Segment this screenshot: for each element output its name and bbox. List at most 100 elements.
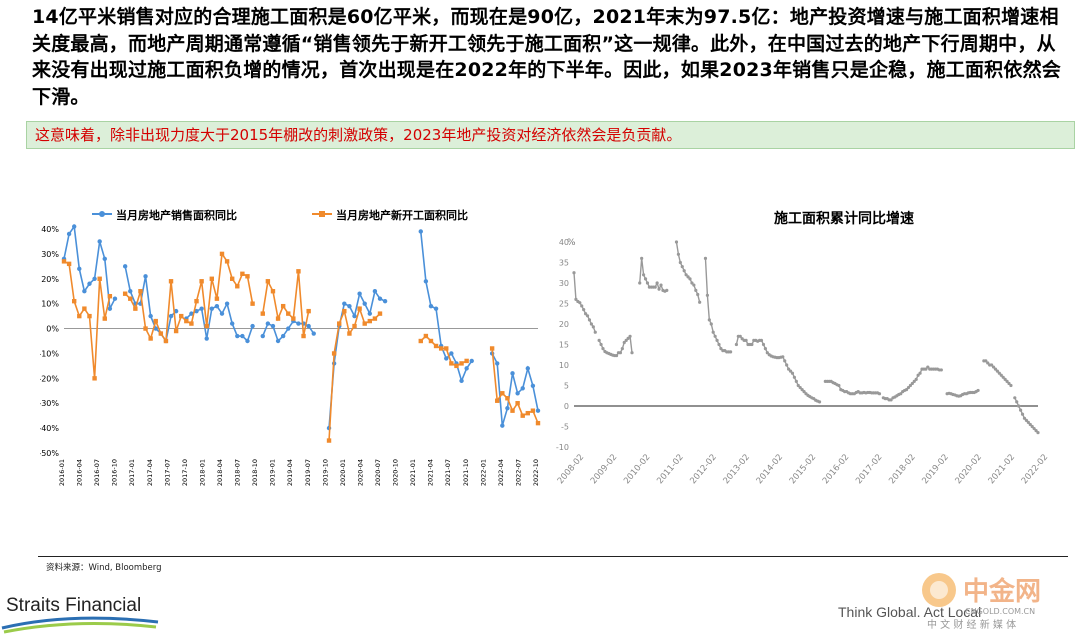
x-tick-label: 2013-02	[722, 453, 752, 487]
data-point	[505, 396, 510, 401]
data-point	[444, 346, 449, 351]
x-tick-label: 2021-01	[409, 459, 417, 486]
x-tick-label: 2020-04	[356, 459, 364, 486]
data-point	[520, 386, 525, 391]
x-tick-label: 2020-10	[392, 459, 400, 486]
data-point	[585, 314, 590, 318]
data-point	[597, 338, 601, 342]
data-point	[128, 296, 133, 301]
data-point	[802, 390, 806, 394]
data-point	[614, 353, 619, 358]
data-point	[204, 323, 209, 329]
y-tick-label: -20%	[40, 374, 59, 383]
data-point	[515, 401, 520, 406]
data-point	[580, 304, 584, 308]
data-point	[209, 276, 215, 281]
data-point	[245, 338, 250, 344]
series-line-1	[491, 353, 539, 426]
data-point	[817, 400, 822, 404]
data-point	[469, 358, 474, 364]
data-point	[717, 342, 721, 347]
data-point	[219, 311, 225, 316]
series-line-2	[420, 334, 467, 367]
data-point	[357, 306, 362, 311]
data-point	[916, 373, 920, 377]
watermark-domain: CNGOLD.COM.CN	[965, 607, 1035, 616]
watermark-logo: 中金网 CNGOLD.COM.CN 中 文 财 经 新 媒 体	[922, 573, 1041, 631]
y-tick-label: 10	[559, 361, 569, 370]
data-point	[759, 338, 764, 342]
data-point	[311, 331, 316, 336]
data-point	[138, 289, 143, 294]
data-point	[464, 366, 469, 371]
data-point	[229, 276, 235, 281]
data-point	[995, 369, 999, 373]
data-point	[240, 271, 245, 276]
x-tick-label: 2019-02	[920, 453, 950, 487]
data-point	[535, 408, 541, 413]
data-point	[761, 342, 766, 347]
data-point	[423, 279, 429, 284]
data-point	[599, 342, 603, 347]
data-point	[657, 287, 661, 291]
watermark-slogan: 中 文 财 经 新 媒 体	[927, 618, 1016, 631]
data-point	[719, 347, 723, 351]
data-point	[102, 256, 107, 262]
data-point	[377, 296, 383, 301]
data-point	[449, 361, 454, 366]
data-point	[423, 333, 429, 339]
data-point	[112, 296, 118, 301]
chart1-series	[61, 224, 541, 443]
data-point	[286, 311, 291, 316]
data-point	[698, 300, 702, 304]
data-point	[61, 259, 67, 264]
data-point	[92, 376, 97, 381]
data-point	[705, 293, 709, 297]
series-line-2	[491, 348, 539, 424]
data-point	[260, 311, 265, 316]
data-point	[97, 239, 102, 244]
data-point	[444, 356, 449, 361]
y-tick-label: 40%	[41, 225, 59, 234]
data-point	[337, 321, 342, 326]
data-point	[296, 321, 301, 326]
data-point	[1007, 381, 1011, 386]
data-point	[787, 367, 791, 371]
data-point	[711, 330, 715, 334]
data-point	[530, 383, 536, 388]
data-point	[495, 361, 500, 366]
data-point	[703, 256, 708, 260]
data-point	[715, 338, 719, 342]
data-point	[82, 306, 87, 311]
x-tick-label: 2019-07	[304, 459, 312, 486]
series-line-1	[63, 224, 116, 312]
data-point	[591, 325, 595, 329]
data-point	[1001, 375, 1005, 379]
data-point	[674, 240, 679, 244]
data-point	[224, 259, 230, 264]
data-point	[66, 261, 72, 267]
x-tick-label: 2016-01	[58, 459, 66, 486]
x-tick-label: 2016-02	[821, 453, 851, 487]
data-point	[214, 303, 220, 309]
data-point	[1017, 404, 1021, 408]
data-point	[367, 318, 373, 324]
data-point	[918, 371, 922, 375]
data-point	[107, 294, 113, 299]
data-point	[1003, 377, 1007, 381]
data-point	[684, 273, 688, 277]
data-point	[520, 413, 525, 418]
data-point	[1020, 412, 1025, 416]
data-point	[530, 408, 536, 413]
data-point	[342, 301, 347, 306]
x-tick-label: 2022-07	[514, 459, 522, 486]
data-point	[122, 291, 128, 296]
data-point	[449, 351, 454, 356]
chart2-title: 施工面积累计同比增速	[774, 210, 914, 227]
data-point	[688, 277, 692, 281]
data-point	[433, 343, 439, 349]
series-line-1	[328, 289, 386, 429]
data-point	[224, 301, 230, 306]
series-line-1	[704, 258, 731, 353]
x-tick-label: 2021-02	[987, 453, 1017, 487]
